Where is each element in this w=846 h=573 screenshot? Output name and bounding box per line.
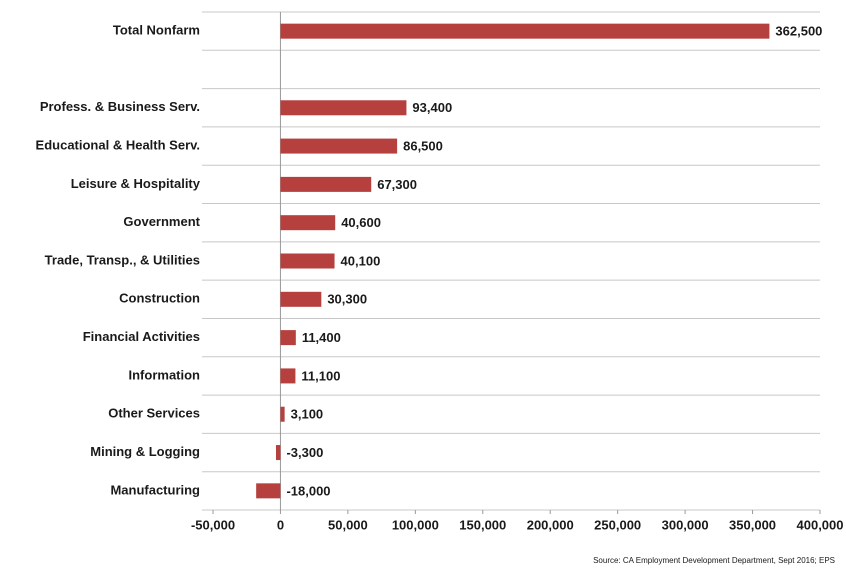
bar — [280, 253, 335, 269]
bar — [280, 100, 407, 116]
bar — [280, 23, 770, 39]
source-note: Source: CA Employment Development Depart… — [593, 556, 835, 565]
y-tick-label: Other Services — [108, 406, 200, 421]
value-label: 40,600 — [341, 215, 381, 230]
bar — [280, 291, 322, 307]
y-tick-label: Mining & Logging — [90, 444, 200, 459]
bar — [280, 138, 398, 154]
y-tick-label: Leisure & Hospitality — [71, 176, 201, 191]
value-label: 11,100 — [301, 368, 340, 383]
y-tick-label: Manufacturing — [110, 482, 200, 497]
value-label: 11,400 — [302, 330, 341, 345]
value-label: -18,000 — [286, 483, 330, 498]
bar — [275, 445, 281, 461]
y-tick-label: Government — [123, 214, 200, 229]
y-tick-label: Information — [129, 367, 201, 382]
x-tick-label: 100,000 — [392, 517, 439, 532]
bar — [280, 368, 296, 384]
bar — [280, 176, 372, 192]
y-tick-label: Construction — [119, 291, 200, 306]
x-tick-label: 250,000 — [594, 517, 641, 532]
y-tick-label: Educational & Health Serv. — [36, 138, 200, 153]
value-label: 3,100 — [291, 407, 324, 422]
bar — [256, 483, 281, 499]
bar — [280, 215, 336, 231]
y-tick-label: Financial Activities — [83, 329, 200, 344]
x-tick-label: 400,000 — [797, 517, 844, 532]
y-tick-label: Profess. & Business Serv. — [40, 99, 200, 114]
bar — [280, 406, 285, 422]
x-tick-label: 300,000 — [662, 517, 709, 532]
value-label: 86,500 — [403, 139, 443, 154]
value-label: 40,100 — [341, 253, 381, 268]
bar — [280, 330, 296, 346]
x-tick-label: -50,000 — [191, 517, 235, 532]
y-tick-label: Total Nonfarm — [113, 23, 200, 38]
value-label: 67,300 — [377, 177, 417, 192]
x-tick-label: 350,000 — [729, 517, 776, 532]
value-label: 93,400 — [412, 100, 452, 115]
value-label: 362,500 — [775, 24, 822, 39]
value-label: 30,300 — [327, 292, 367, 307]
y-tick-label: Trade, Transp., & Utilities — [45, 252, 200, 267]
x-tick-label: 150,000 — [459, 517, 506, 532]
x-tick-label: 0 — [277, 517, 284, 532]
x-tick-label: 50,000 — [328, 517, 368, 532]
value-label: -3,300 — [286, 445, 323, 460]
x-tick-label: 200,000 — [527, 517, 574, 532]
